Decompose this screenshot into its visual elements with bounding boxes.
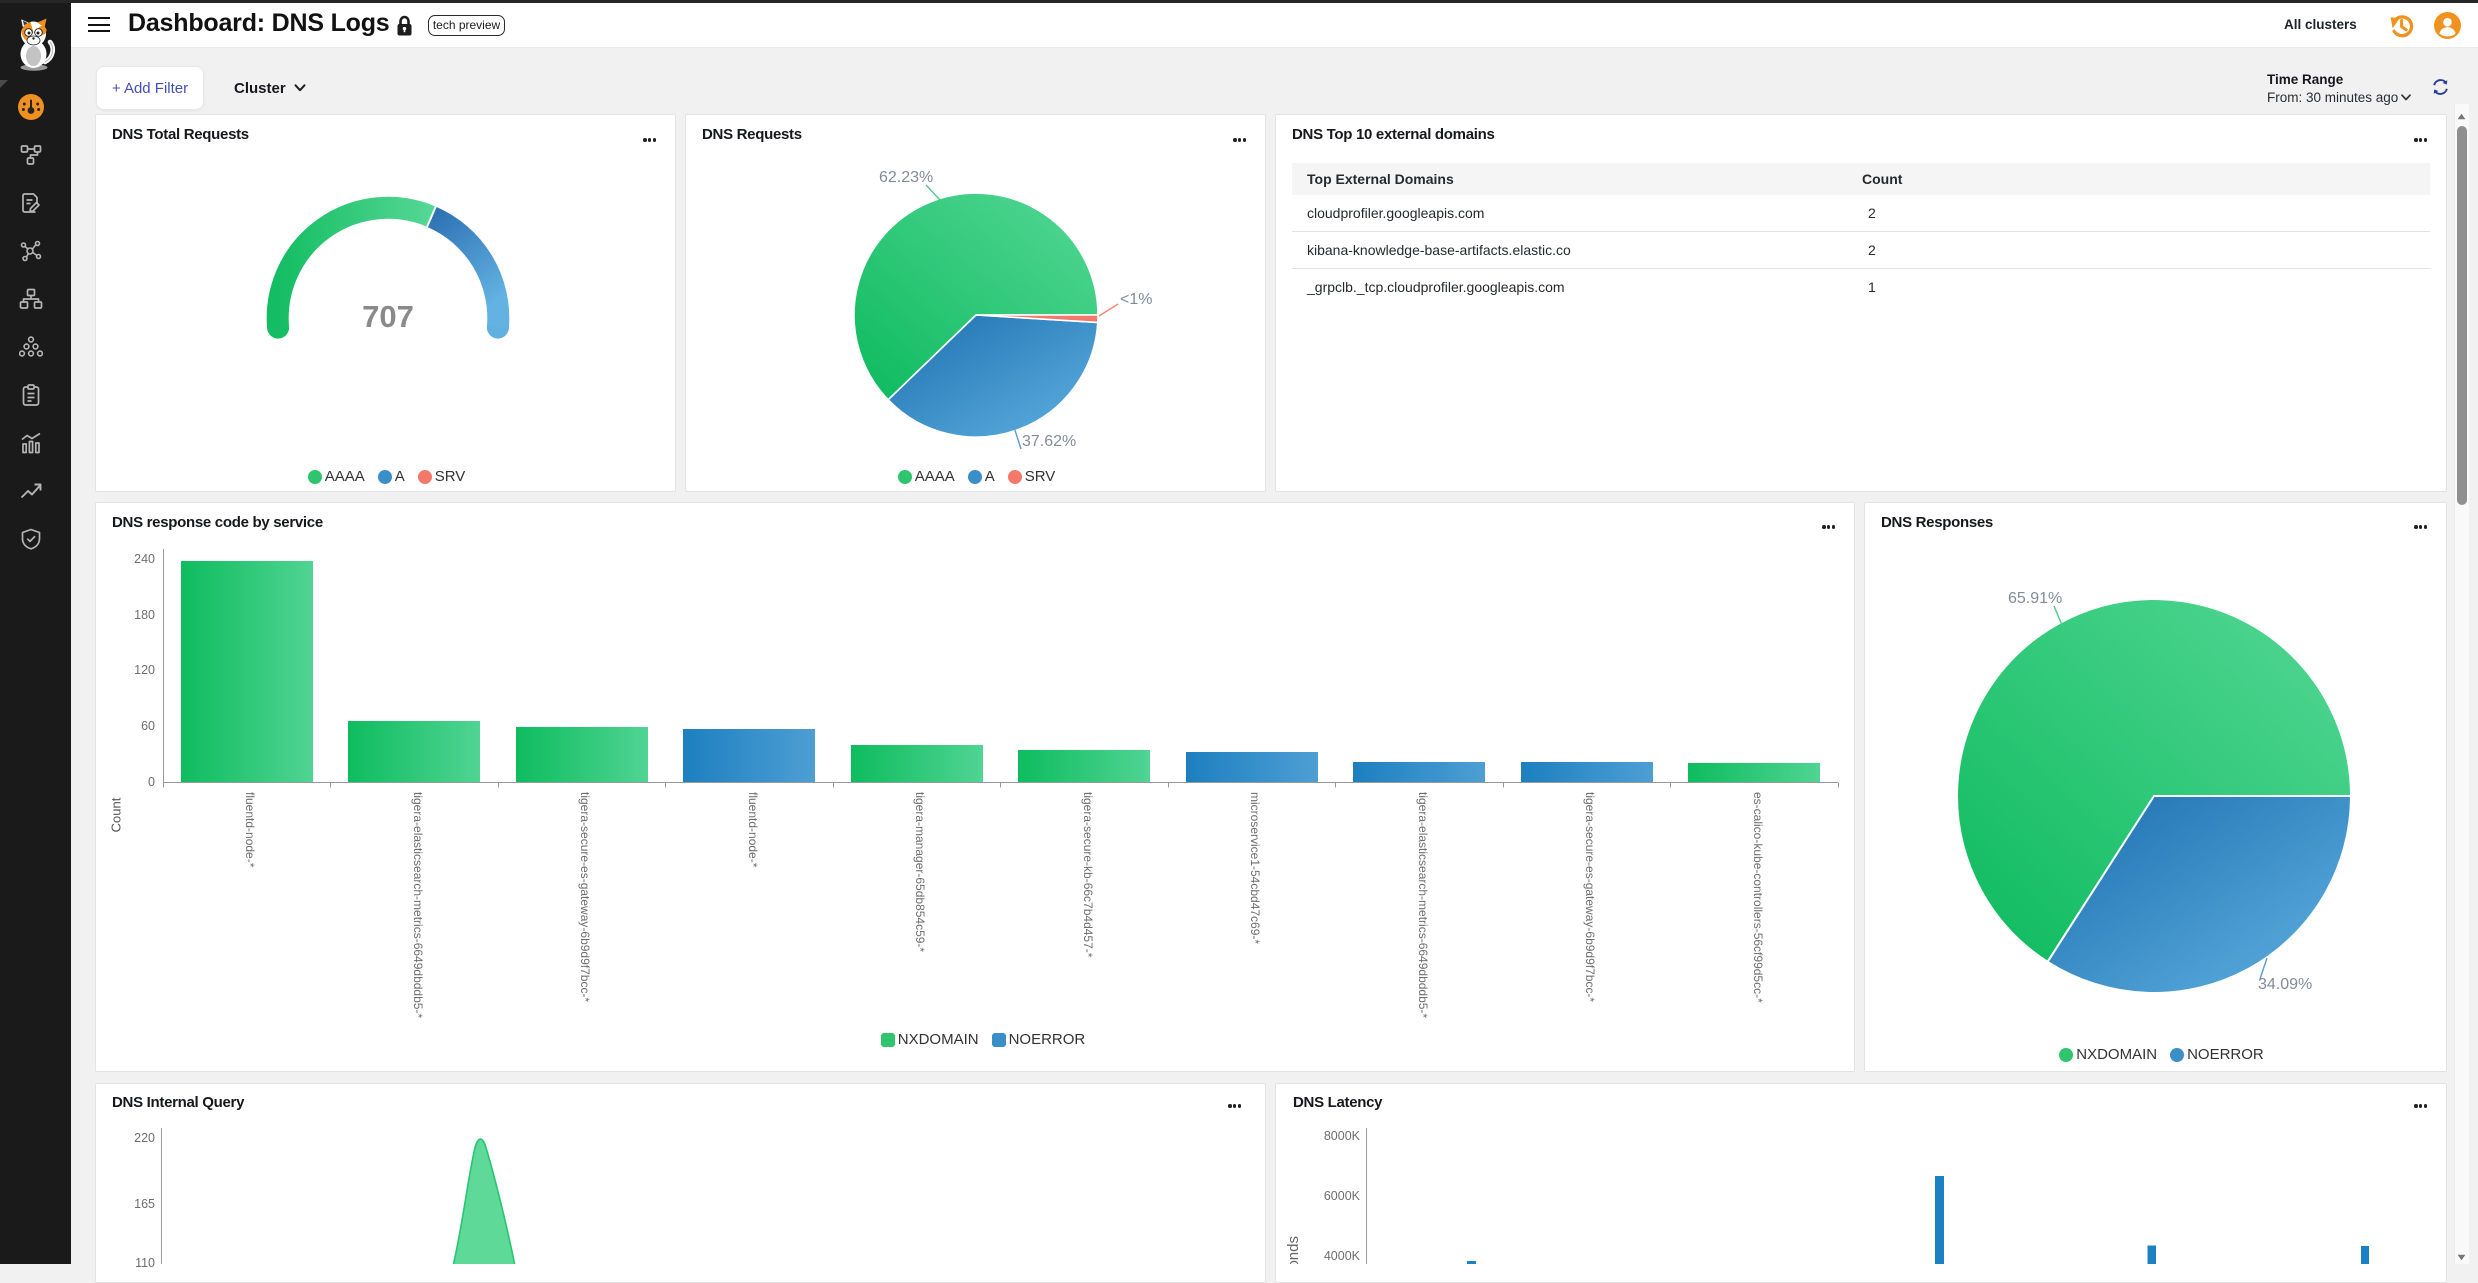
svg-text:707: 707 <box>362 299 414 334</box>
svg-text:Nanoseconds: Nanoseconds <box>1285 1236 1302 1264</box>
